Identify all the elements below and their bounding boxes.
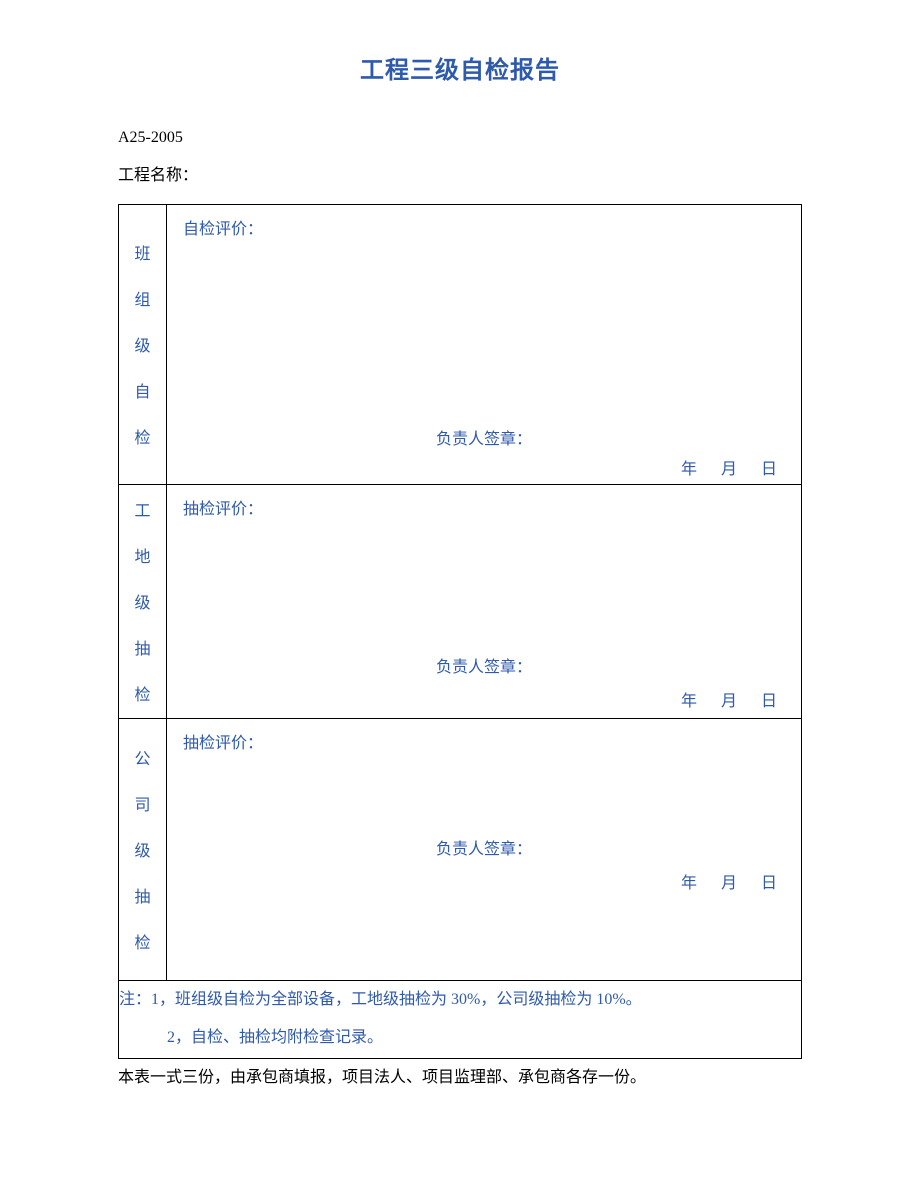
evaluation-label: 自检评价： — [183, 215, 263, 239]
row-label-team: 班 组 级 自 检 — [119, 205, 166, 484]
table-row: 工 地 级 抽 检 抽检评价： 负责人签章： 年 月 日 — [119, 484, 802, 718]
date-label: 年 月 日 — [681, 687, 777, 711]
date-label: 年 月 日 — [681, 869, 777, 893]
table-row: 班 组 级 自 检 自检评价： 负责人签章： 年 月 日 — [119, 204, 802, 484]
project-name-label: 工程名称： — [118, 165, 802, 187]
inspection-table: 班 组 级 自 检 自检评价： 负责人签章： 年 月 日 工 — [118, 204, 802, 1059]
evaluation-label: 抽检评价： — [183, 495, 263, 519]
note-line-1: 注：1，班组级自检为全部设备，工地级抽检为 30%，公司级抽检为 10%。 — [119, 981, 801, 1019]
table-row: 公 司 级 抽 检 抽检评价： 负责人签章： 年 月 日 — [119, 718, 802, 980]
form-code: A25-2005 — [118, 127, 802, 149]
signature-label: 负责人签章： — [436, 425, 532, 449]
note-line-2: 2，自检、抽检均附检查记录。 — [119, 1019, 801, 1057]
page: 工程三级自检报告 A25-2005 工程名称： 班 组 级 自 检 自检评价： … — [118, 50, 802, 1090]
row-label-company: 公 司 级 抽 检 — [119, 719, 166, 980]
signature-label: 负责人签章： — [436, 653, 532, 677]
footer-note: 本表一式三份，由承包商填报，项目法人、项目监理部、承包商各存一份。 — [118, 1065, 802, 1091]
table-row: 注：1，班组级自检为全部设备，工地级抽检为 30%，公司级抽检为 10%。 2，… — [119, 980, 802, 1058]
date-label: 年 月 日 — [681, 455, 777, 479]
row-label-site: 工 地 级 抽 检 — [119, 485, 166, 718]
signature-label: 负责人签章： — [436, 835, 532, 859]
document-title: 工程三级自检报告 — [118, 50, 802, 85]
evaluation-label: 抽检评价： — [183, 729, 263, 753]
